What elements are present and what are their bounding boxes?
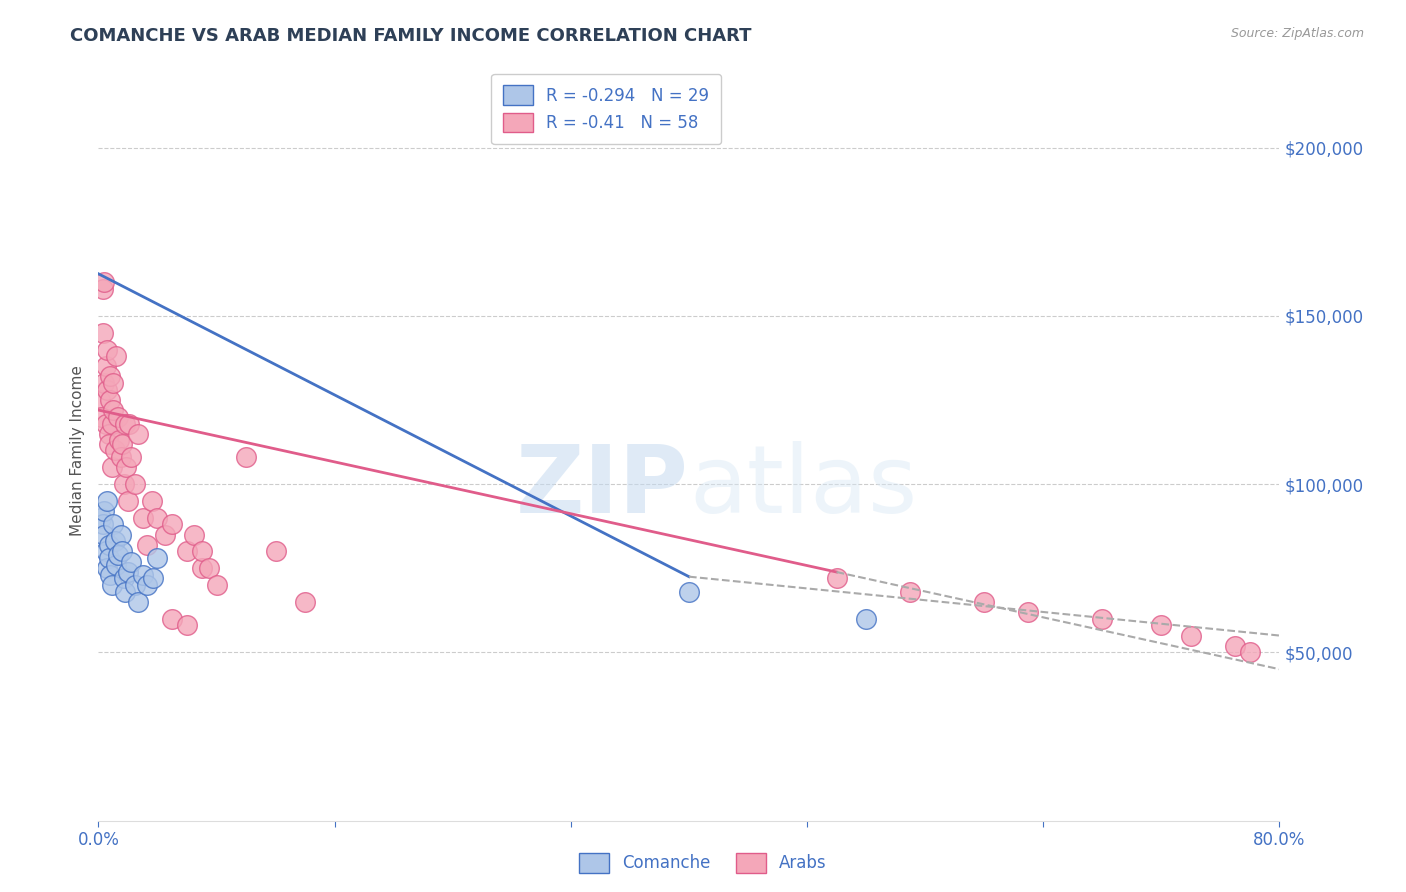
Point <box>118 417 141 431</box>
Point <box>120 555 142 569</box>
Point <box>264 544 287 558</box>
Point <box>205 578 228 592</box>
Point <box>91 517 114 532</box>
Point <box>97 426 120 441</box>
Text: ZIP: ZIP <box>516 442 689 533</box>
Point <box>117 494 139 508</box>
Point <box>176 618 198 632</box>
Point <box>100 417 122 431</box>
Point <box>90 409 112 424</box>
Point <box>112 477 135 491</box>
Point <box>115 460 138 475</box>
Point <box>98 369 121 384</box>
Point <box>114 417 136 431</box>
Point <box>90 510 112 524</box>
Point <box>93 527 115 541</box>
Point <box>136 578 159 592</box>
Point <box>107 548 129 562</box>
Point <box>103 403 125 417</box>
Point <box>1091 612 1114 626</box>
Point <box>124 578 146 592</box>
Point <box>973 595 995 609</box>
Point <box>98 568 121 582</box>
Point <box>127 595 149 609</box>
Point <box>94 359 117 374</box>
Point <box>132 510 155 524</box>
Point <box>124 477 146 491</box>
Point <box>112 571 135 585</box>
Point <box>97 551 120 566</box>
Point <box>97 436 120 450</box>
Point <box>1239 645 1261 659</box>
Point <box>176 544 198 558</box>
Point <box>142 571 165 585</box>
Point <box>198 561 221 575</box>
Point <box>96 383 118 397</box>
Point <box>105 349 128 363</box>
Point <box>93 275 115 289</box>
Point <box>94 417 117 431</box>
Point <box>104 534 127 549</box>
Point <box>678 584 700 599</box>
Point <box>100 578 122 592</box>
Point <box>162 612 183 626</box>
Point <box>96 343 118 357</box>
Point <box>235 450 257 465</box>
Point <box>103 376 125 391</box>
Point <box>91 326 114 340</box>
Point <box>1225 639 1247 653</box>
Point <box>183 527 205 541</box>
Point <box>1180 628 1202 642</box>
Point <box>162 517 183 532</box>
Point <box>120 450 142 465</box>
Point <box>146 510 169 524</box>
Point <box>107 409 129 424</box>
Point <box>1018 605 1040 619</box>
Text: COMANCHE VS ARAB MEDIAN FAMILY INCOME CORRELATION CHART: COMANCHE VS ARAB MEDIAN FAMILY INCOME CO… <box>70 27 752 45</box>
Y-axis label: Median Family Income: Median Family Income <box>69 365 84 536</box>
Point <box>136 538 159 552</box>
Point <box>89 392 111 407</box>
Point <box>93 504 115 518</box>
Point <box>114 584 136 599</box>
Point <box>105 558 128 572</box>
Point <box>94 544 117 558</box>
Point <box>96 494 118 508</box>
Point <box>900 584 922 599</box>
Point <box>146 551 169 566</box>
Point <box>111 436 134 450</box>
Point <box>110 450 132 465</box>
Point <box>96 561 118 575</box>
Text: atlas: atlas <box>689 442 917 533</box>
Point <box>132 568 155 582</box>
Point <box>111 544 134 558</box>
Point <box>104 443 127 458</box>
Point <box>153 527 176 541</box>
Point <box>93 376 115 391</box>
Point <box>294 595 316 609</box>
Point <box>103 517 125 532</box>
Point <box>100 460 122 475</box>
Point <box>825 571 848 585</box>
Point <box>110 527 132 541</box>
Text: Source: ZipAtlas.com: Source: ZipAtlas.com <box>1230 27 1364 40</box>
Point <box>191 544 214 558</box>
Point <box>97 538 120 552</box>
Point <box>855 612 877 626</box>
Legend: Comanche, Arabs: Comanche, Arabs <box>572 847 834 880</box>
Point <box>108 434 131 448</box>
Point <box>91 282 114 296</box>
Legend: R = -0.294   N = 29, R = -0.41   N = 58: R = -0.294 N = 29, R = -0.41 N = 58 <box>492 74 721 144</box>
Point <box>127 426 149 441</box>
Point <box>98 392 121 407</box>
Point <box>141 494 163 508</box>
Point <box>1150 618 1173 632</box>
Point <box>117 565 139 579</box>
Point <box>191 561 214 575</box>
